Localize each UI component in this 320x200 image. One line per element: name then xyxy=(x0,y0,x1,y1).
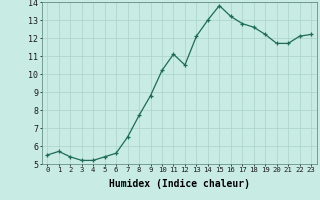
X-axis label: Humidex (Indice chaleur): Humidex (Indice chaleur) xyxy=(109,179,250,189)
